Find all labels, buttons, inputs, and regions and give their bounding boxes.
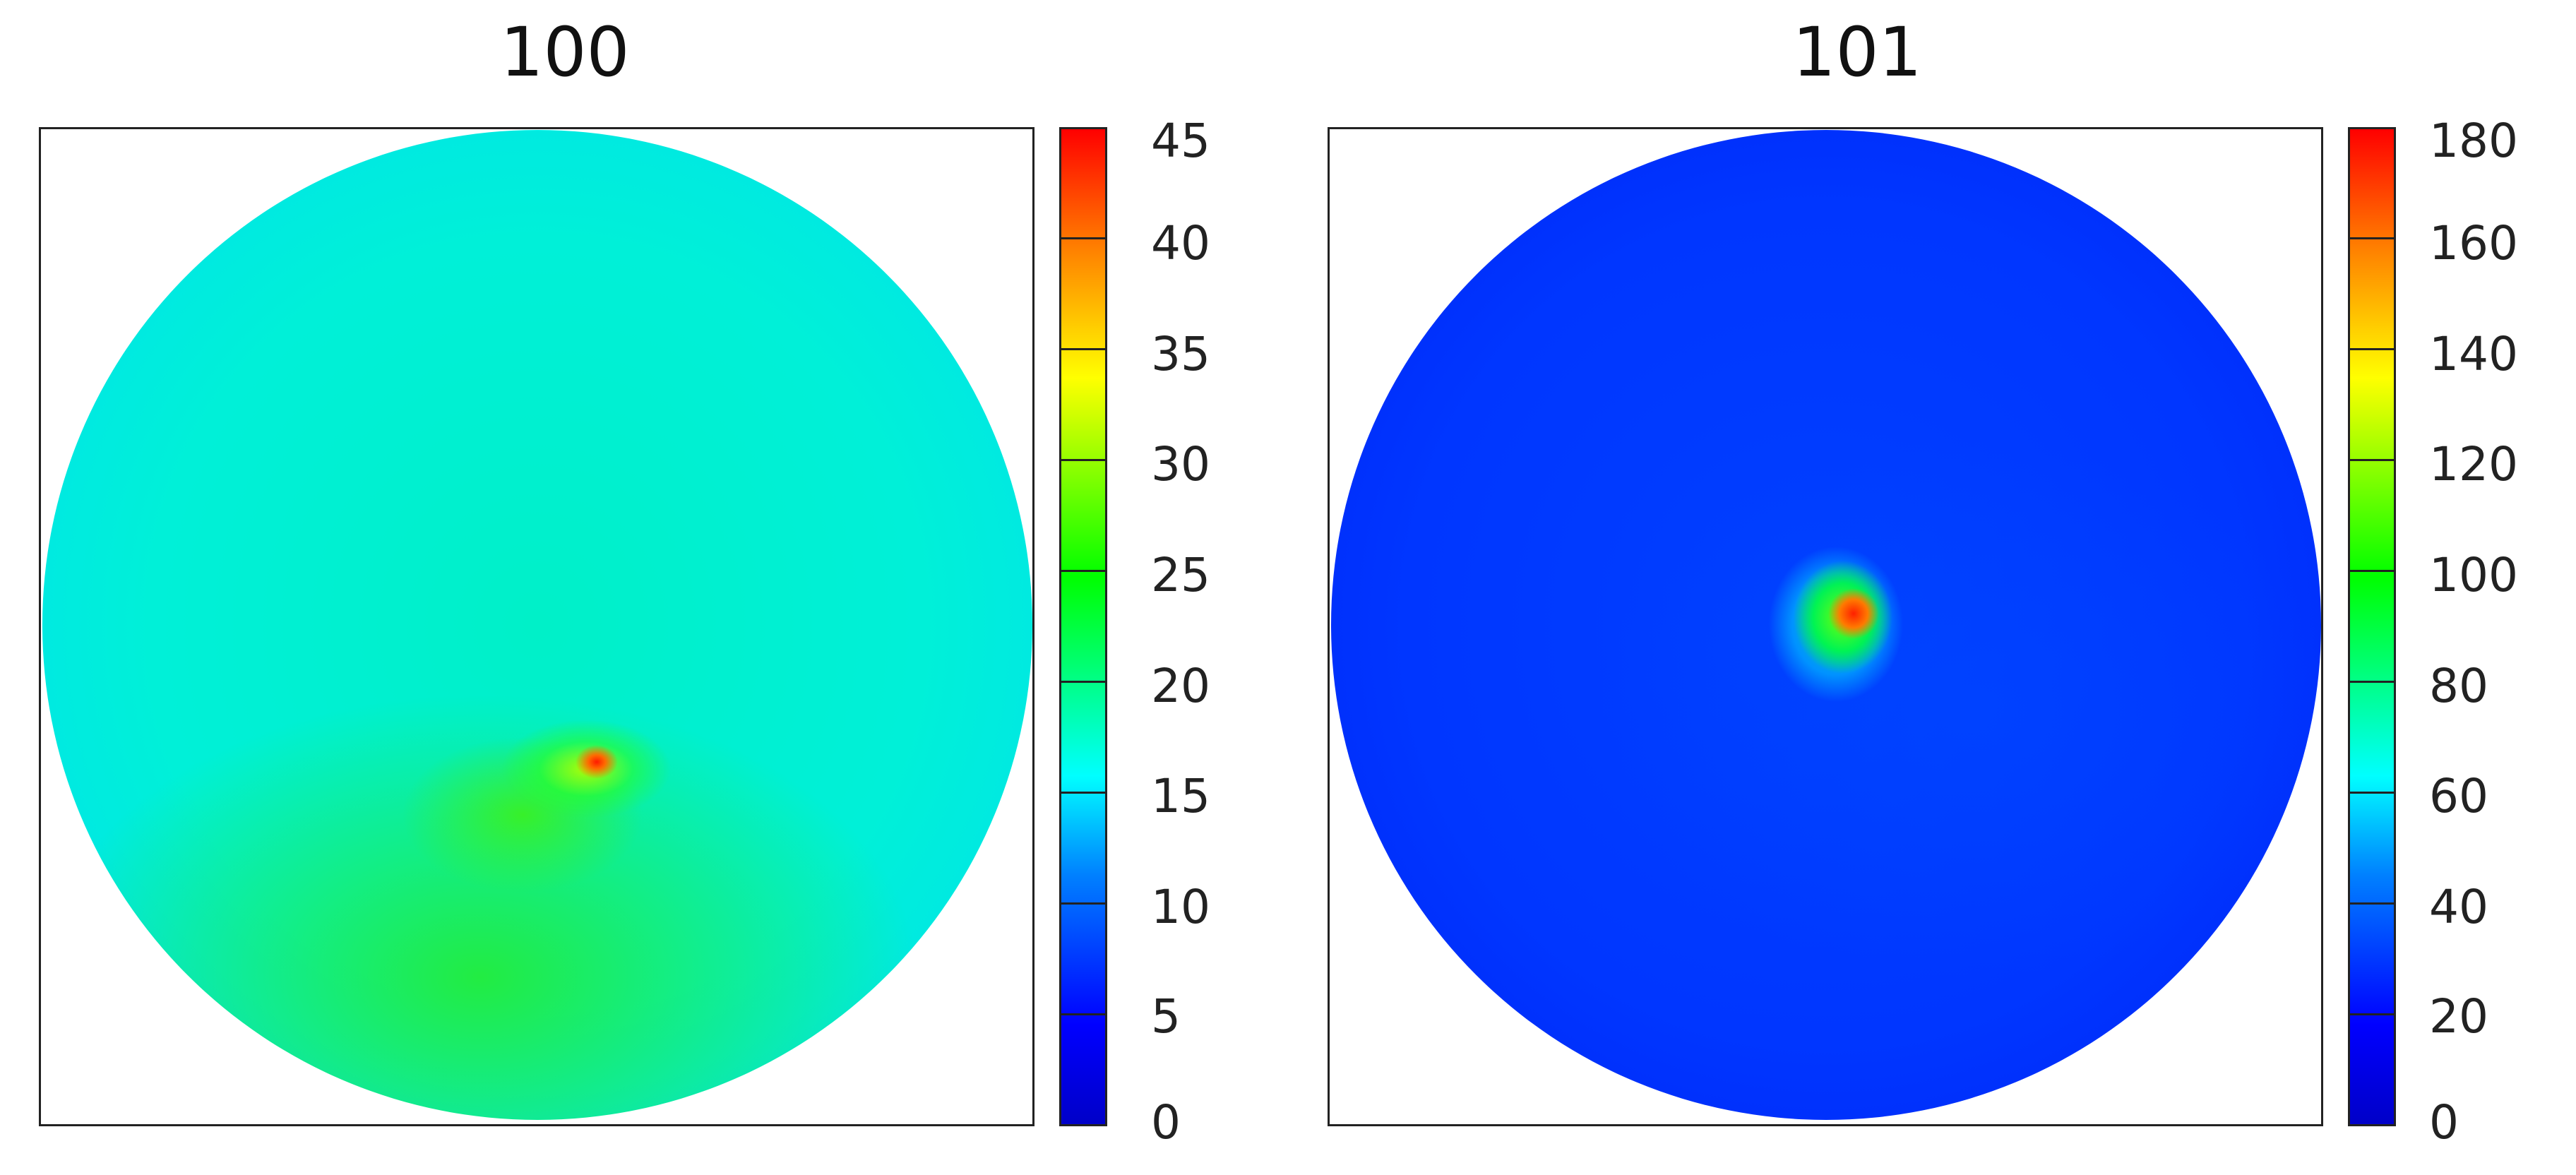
colorbar-tick (2348, 792, 2396, 794)
colorbar (2348, 127, 2396, 1126)
colorbar-tick-label: 30 (1151, 437, 1210, 491)
colorbar-tick (2348, 681, 2396, 683)
colorbar-tick (1059, 459, 1107, 461)
pole-figure-disk (1331, 130, 2321, 1120)
colorbar-tick-label: 180 (2429, 114, 2518, 168)
colorbar-tick (2348, 570, 2396, 572)
colorbar-tick (2348, 348, 2396, 350)
colorbar-tick (1059, 1013, 1107, 1015)
colorbar-tick-label: 60 (2429, 769, 2488, 823)
colorbar-tick-label: 20 (1151, 659, 1210, 713)
colorbar-tick (1059, 127, 1107, 129)
colorbar-tick-label: 10 (1151, 880, 1210, 934)
colorbar-tick-label: 20 (2429, 989, 2488, 1044)
colorbar-ticks (2348, 127, 2396, 1126)
colorbar-tick-label: 120 (2429, 437, 2518, 491)
colorbar-tick (2348, 127, 2396, 129)
colorbar-tick (2348, 459, 2396, 461)
colorbar-tick-label: 5 (1151, 989, 1181, 1044)
colorbar-tick (1059, 902, 1107, 905)
colorbar (1059, 127, 1107, 1126)
colorbar-tick-label: 40 (2429, 880, 2488, 934)
colorbar-tick-label: 35 (1151, 327, 1210, 381)
colorbar-tick (2348, 237, 2396, 239)
colorbar-tick-label: 25 (1151, 548, 1210, 602)
colorbar-tick (1059, 570, 1107, 572)
pole-figure-disk (42, 130, 1032, 1120)
colorbar-ticks (1059, 127, 1107, 1126)
colorbar-tick (2348, 1013, 2396, 1015)
colorbar-tick-label: 0 (2429, 1095, 2459, 1150)
colorbar-tick-label: 0 (1151, 1095, 1181, 1150)
colorbar-tick (2348, 902, 2396, 905)
colorbar-tick-label: 15 (1151, 769, 1210, 823)
colorbar-tick (1059, 681, 1107, 683)
colorbar-tick-label: 100 (2429, 548, 2518, 602)
colorbar-tick-label: 40 (1151, 216, 1210, 270)
colorbar-tick (1059, 237, 1107, 239)
colorbar-tick (1059, 348, 1107, 350)
colorbar-tick-label: 140 (2429, 327, 2518, 381)
colorbar-tick-label: 160 (2429, 216, 2518, 270)
colorbar-tick (1059, 792, 1107, 794)
colorbar-tick-label: 45 (1151, 114, 1210, 168)
panel-title: 100 (500, 13, 630, 92)
panel-title: 101 (1792, 13, 1922, 92)
colorbar-tick-label: 80 (2429, 659, 2488, 713)
